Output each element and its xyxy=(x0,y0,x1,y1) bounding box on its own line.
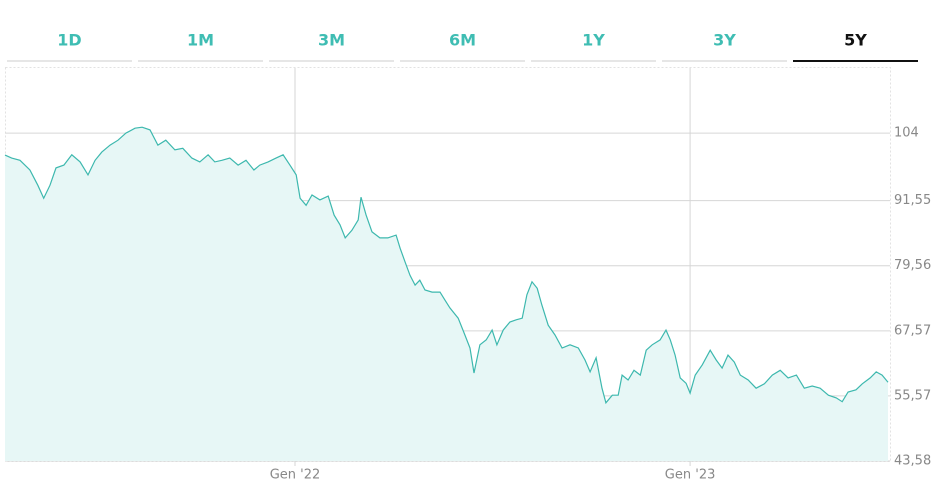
tab[interactable]: 3M xyxy=(318,31,345,50)
y-tick-label: 67,57 xyxy=(894,323,931,338)
tab[interactable]: 1Y xyxy=(582,31,605,50)
tab[interactable]: 1D xyxy=(57,31,81,50)
y-tick-label: 91,55 xyxy=(894,193,931,208)
price-line xyxy=(4,126,889,405)
y-tick-label: 79,56 xyxy=(894,258,931,273)
area-fill xyxy=(5,127,889,461)
x-tick-label: Gen '22 xyxy=(270,468,321,483)
y-tick-label: 55,57 xyxy=(894,388,931,403)
y-tick-label: 43,58 xyxy=(894,454,931,469)
tab[interactable]: 3Y xyxy=(713,31,736,50)
tab[interactable]: 5Y xyxy=(844,31,867,50)
tab[interactable]: 1M xyxy=(187,31,214,50)
y-tick-label: 104 xyxy=(894,126,919,141)
x-tick-label: Gen '23 xyxy=(665,468,716,483)
tab[interactable]: 6M xyxy=(449,31,476,50)
